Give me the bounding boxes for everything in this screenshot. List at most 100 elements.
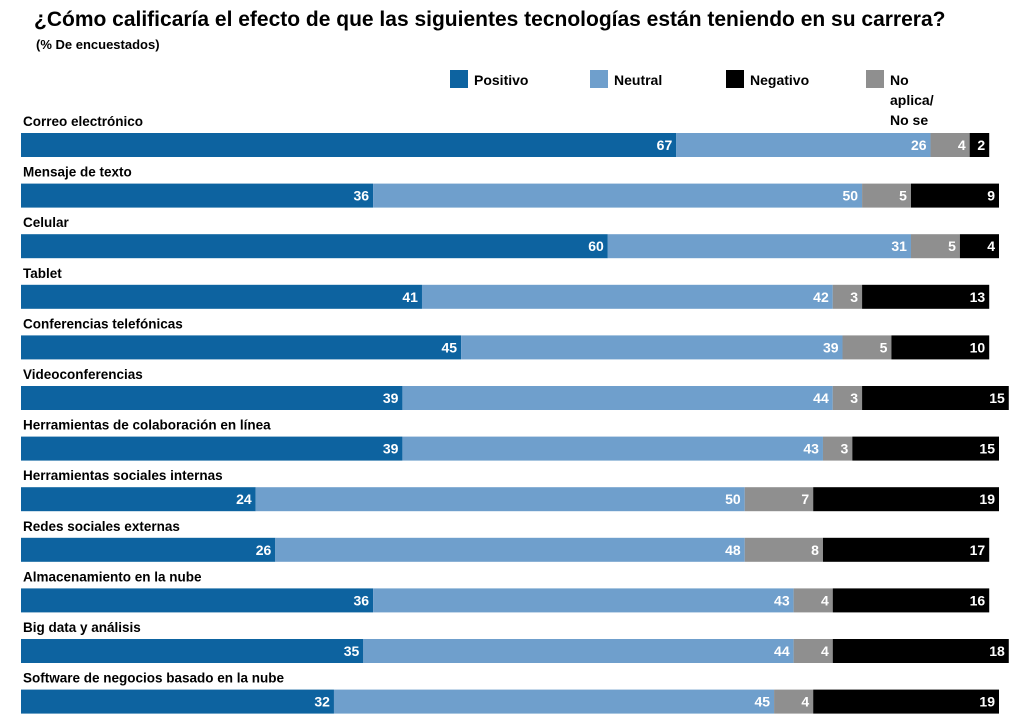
bar-segment — [21, 588, 374, 613]
bar-segment — [832, 639, 1009, 663]
category-label: Tablet — [23, 266, 62, 281]
data-label: 19 — [979, 694, 995, 710]
data-label: 31 — [891, 238, 907, 254]
bar-segment — [813, 689, 999, 714]
category-label: Mensaje de texto — [23, 165, 132, 180]
chart-subtitle: (% De encuestados) — [36, 37, 160, 52]
bar-segment — [21, 639, 364, 663]
data-label: 4 — [801, 694, 809, 710]
data-label: 17 — [970, 542, 986, 558]
bar-segment — [822, 537, 990, 562]
data-label: 43 — [774, 592, 790, 608]
bar-segment — [255, 487, 745, 512]
data-label: 24 — [236, 491, 252, 507]
bar-segment — [969, 133, 990, 157]
data-label: 16 — [970, 592, 986, 608]
data-label: 41 — [402, 289, 418, 305]
bar-segment — [813, 487, 999, 512]
bar-segment — [852, 436, 999, 461]
bar-segment — [774, 689, 814, 714]
data-label: 5 — [899, 188, 907, 204]
bar-segment — [676, 133, 931, 157]
bar-segment — [793, 639, 833, 663]
category-label: Redes sociales externas — [23, 519, 180, 534]
data-label: 7 — [801, 491, 809, 507]
bar-segment — [21, 133, 677, 157]
bar-segment — [402, 436, 823, 461]
data-label: 36 — [354, 188, 370, 204]
category-label: Herramientas sociales internas — [23, 468, 223, 483]
data-label: 3 — [850, 390, 858, 406]
bar-segment — [21, 183, 374, 208]
bar-segment — [607, 234, 911, 259]
data-label: 45 — [442, 339, 458, 355]
chart-title: ¿Cómo calificaría el efecto de que las s… — [34, 8, 946, 31]
data-label: 36 — [354, 592, 370, 608]
category-label: Big data y análisis — [23, 620, 141, 635]
data-label: 26 — [911, 137, 927, 153]
data-label: 43 — [803, 441, 819, 457]
category-label: Celular — [23, 215, 70, 230]
bar-segment — [744, 537, 823, 562]
bar-segment — [363, 639, 794, 663]
bar-segment — [832, 588, 990, 613]
bar-segment — [373, 588, 794, 613]
bar-segment — [744, 487, 814, 512]
data-label: 45 — [754, 694, 770, 710]
bar-segment — [333, 689, 775, 714]
legend-label-positivo: Positivo — [474, 72, 529, 88]
legend-swatch-no-aplica — [866, 70, 884, 88]
data-label: 50 — [725, 491, 741, 507]
bar-segment — [862, 183, 911, 208]
data-label: 39 — [823, 339, 839, 355]
bar-segment — [21, 436, 403, 461]
bar-segment — [930, 133, 970, 157]
data-label: 44 — [774, 643, 790, 659]
data-label: 42 — [813, 289, 829, 305]
data-label: 48 — [725, 542, 741, 558]
data-label: 60 — [588, 238, 604, 254]
data-label: 39 — [383, 441, 399, 457]
data-label: 2 — [977, 137, 985, 153]
category-label: Correo electrónico — [23, 114, 143, 129]
data-label: 39 — [383, 390, 399, 406]
data-label: 3 — [841, 441, 849, 457]
bar-segment — [21, 487, 256, 512]
legend-swatch-negativo — [726, 70, 744, 88]
bar-segment — [822, 436, 853, 461]
category-label: Videoconferencias — [23, 367, 143, 382]
data-label: 35 — [344, 643, 360, 659]
data-label: 15 — [989, 390, 1005, 406]
bar-segment — [862, 284, 990, 309]
category-label: Conferencias telefónicas — [23, 316, 183, 331]
legend-swatch-positivo — [450, 70, 468, 88]
category-label: Software de negocios basado en la nube — [23, 671, 285, 686]
data-label: 50 — [843, 188, 859, 204]
data-label: 44 — [813, 390, 829, 406]
bar-segment — [910, 234, 960, 259]
legend-swatch-neutral — [590, 70, 608, 88]
data-label: 67 — [657, 137, 673, 153]
data-label: 4 — [821, 592, 829, 608]
bar-segment — [421, 284, 833, 309]
category-label: Herramientas de colaboración en línea — [23, 418, 271, 433]
data-label: 32 — [314, 694, 330, 710]
bar-segment — [275, 537, 745, 562]
bar-segment — [910, 183, 999, 208]
data-label: 13 — [970, 289, 986, 305]
bar-segment — [21, 335, 462, 360]
bar-segment — [21, 537, 276, 562]
legend-label-neutral: Neutral — [614, 72, 663, 88]
data-label: 4 — [821, 643, 829, 659]
data-label: 5 — [948, 238, 956, 254]
data-label: 8 — [811, 542, 819, 558]
legend-label-no-aplica: No aplica/ No se — [890, 72, 934, 128]
bar-segment — [832, 284, 863, 309]
bar-segment — [891, 335, 990, 360]
data-label: 18 — [989, 643, 1005, 659]
bar-segment — [21, 386, 403, 410]
legend-label-negativo: Negativo — [750, 72, 810, 88]
data-label: 4 — [958, 137, 966, 153]
bar-segment — [862, 386, 1009, 410]
